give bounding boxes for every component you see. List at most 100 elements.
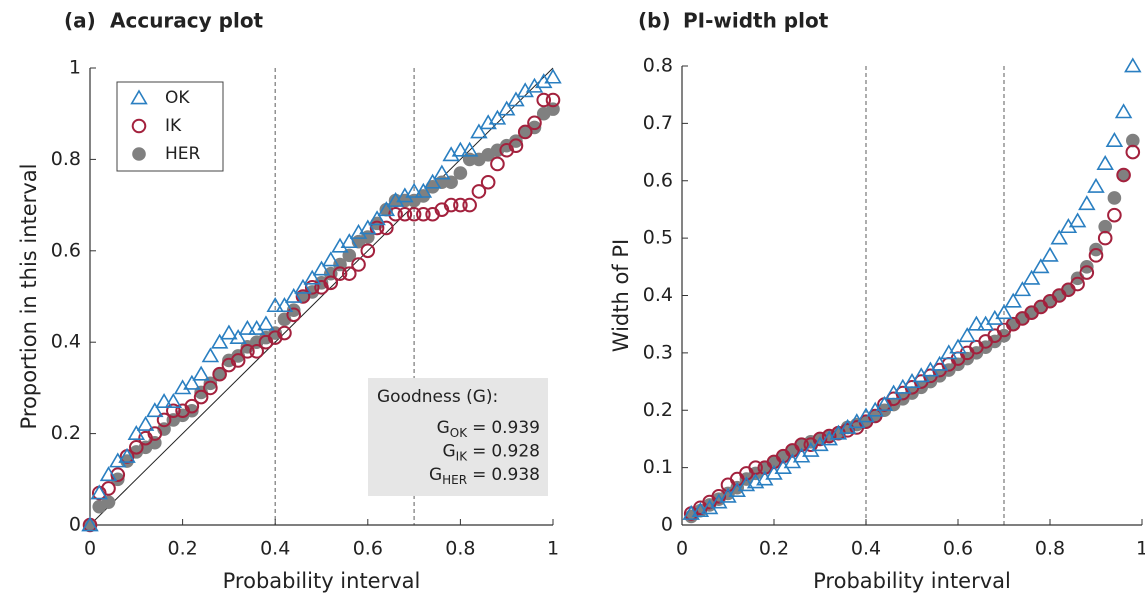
marker-triangle [136,415,155,431]
x-tick-label: 0 [84,538,96,560]
marker-circle [453,197,468,213]
marker-circle [388,206,403,222]
subplot: (b) PI-width plot 0 0.1 0.2 0.3 0.4 0.5 0.6 0.7 0.… [609,9,1145,594]
sign: = [472,418,486,438]
marker-circle [443,197,459,213]
y-tick-label: 0.2 [643,399,673,421]
x-tick-label: 0.6 [353,538,383,560]
marker-circle [193,389,209,405]
x-tick-label: 0.8 [1035,538,1065,560]
x-axis-label: Probability interval [223,569,421,593]
marker-triangle [544,68,562,84]
marker-circle [480,174,496,190]
marker-triangle [1114,103,1133,119]
marker-circle [1097,230,1113,246]
marker-triangle [303,269,321,285]
marker-circle [490,156,505,172]
y-tick-label: 0.4 [643,284,673,306]
marker-circle [249,344,264,359]
marker-triangle [322,251,340,267]
marker-circle [332,266,348,281]
marker-circle [286,307,302,323]
marker-circle [341,266,357,281]
subscript: OK [450,426,468,440]
x-tick-label: 0 [676,538,688,560]
marker-circle [131,118,147,134]
marker-circle [203,380,218,396]
y-tick-label: 0 [661,514,673,536]
marker-triangle [507,91,525,107]
marker-circle [517,124,533,140]
marker-triangle [155,393,173,409]
marker-circle [323,275,339,291]
marker-triangle [146,402,164,418]
value: 0.928 [491,442,540,462]
marker-triangle [164,393,183,409]
marker-triangle [99,466,118,482]
annotation-item: GHER = 0.938 [429,465,540,487]
marker-dot [453,166,468,180]
symbol: G [437,418,450,438]
marker-triangle [1050,229,1068,245]
marker-triangle [312,260,331,276]
marker-triangle [1004,292,1022,308]
marker-circle [295,289,311,304]
marker-triangle [1087,177,1105,193]
marker-triangle [201,347,220,363]
annotation-box [368,378,548,496]
marker-triangle [220,324,238,340]
marker-circle [416,206,431,222]
y-tick-label: 0.5 [643,227,673,249]
marker-triangle [294,278,312,294]
x-tick-label: 1 [547,538,559,560]
x-tick-label: 0.2 [167,538,197,560]
subscript: IK [456,449,469,463]
marker-triangle [130,89,148,105]
series [683,144,1141,521]
marker-triangle [995,304,1013,320]
marker-triangle [368,210,386,226]
marker-circle [471,184,487,199]
marker-circle [147,426,163,441]
y-tick-label: 0.2 [51,422,81,444]
marker-dot [110,472,125,487]
marker-dot [1107,191,1122,205]
marker-circle [406,206,422,222]
marker-circle [545,92,561,108]
y-axis-label: Proportion in this interval [17,164,41,430]
series [684,133,1140,524]
legend-label: IK [165,116,182,136]
marker-circle [1070,276,1085,292]
marker-circle [812,431,828,447]
y-tick-label: 0.4 [51,331,81,353]
marker-dot [286,303,301,318]
marker-dot [1116,168,1131,182]
marker-circle [184,398,200,414]
marker-triangle [1124,57,1142,73]
marker-dot [132,147,146,161]
marker-triangle [275,297,294,313]
sign: = [472,442,486,462]
marker-triangle [183,374,201,390]
marker-circle [711,489,727,504]
marker-circle [397,206,413,222]
x-tick-label: 0.8 [445,538,475,560]
marker-triangle [81,516,99,532]
x-tick-label: 0.6 [943,538,973,560]
symbol: G [442,442,455,462]
marker-circle [277,325,292,341]
marker-triangle [1032,258,1050,274]
marker-triangle [949,338,967,354]
marker-triangle [433,164,451,180]
marker-triangle [377,201,396,217]
marker-triangle [930,355,949,371]
marker-triangle [127,425,146,440]
annotation-title: Goodness (G): [377,387,498,407]
marker-circle [508,138,524,153]
marker-triangle [958,327,976,343]
marker-triangle [192,365,210,381]
marker-triangle [238,319,257,335]
marker-circle [240,344,255,359]
legend-label: HER [165,144,201,164]
annotation-item: GOK = 0.939 [437,418,540,440]
